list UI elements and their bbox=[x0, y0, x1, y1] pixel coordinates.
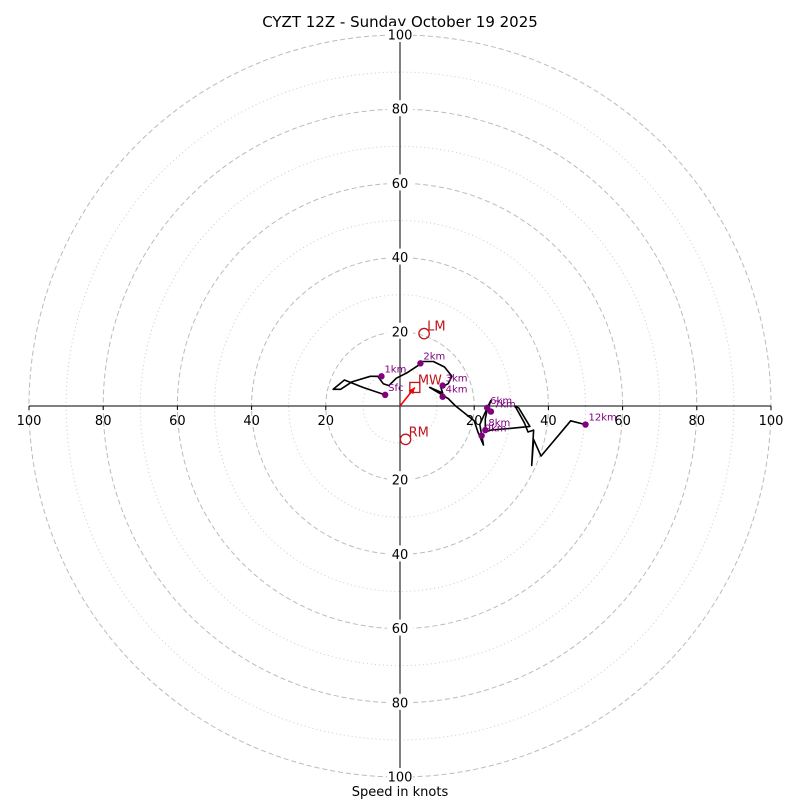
height-point-label: 4km bbox=[446, 385, 468, 396]
chart-title: CYZT 12Z - Sunday October 19 2025 bbox=[262, 13, 538, 31]
y-tick-label-bg bbox=[387, 471, 413, 488]
y-tick-label-bg bbox=[387, 619, 413, 636]
height-point-2km bbox=[417, 360, 424, 367]
y-tick-label: 60 bbox=[392, 177, 409, 192]
height-point-label: 3km bbox=[446, 374, 468, 385]
height-point-label: 8km bbox=[488, 418, 510, 429]
lm-label: LM bbox=[427, 320, 445, 335]
x-tick-label: 20 bbox=[318, 414, 335, 429]
height-point-label: 12km bbox=[589, 413, 617, 424]
y-tick-label: 60 bbox=[392, 622, 409, 637]
x-tick-label: 40 bbox=[243, 414, 260, 429]
height-point-label: 9km bbox=[485, 424, 507, 435]
height-point-8km bbox=[482, 426, 489, 434]
y-tick-label-bg bbox=[387, 693, 413, 710]
hodograph-trace bbox=[332, 360, 586, 467]
mw-marker bbox=[409, 381, 421, 394]
y-tick-label-bg bbox=[387, 768, 413, 784]
y-tick-label-bg bbox=[387, 100, 413, 117]
y-tick-label-bg bbox=[387, 174, 413, 191]
rm-label: RM bbox=[409, 425, 429, 440]
height-point-label: 1km bbox=[384, 364, 406, 375]
y-tick-label: 100 bbox=[388, 29, 413, 44]
x-tick-label: 40 bbox=[540, 414, 557, 429]
height-point-label: 6km bbox=[490, 396, 512, 407]
y-tick-label-bg bbox=[387, 248, 413, 265]
height-point-3km bbox=[439, 382, 446, 389]
mw-label: MW bbox=[418, 373, 442, 388]
height-point-12km bbox=[582, 421, 589, 428]
y-tick-label: 100 bbox=[388, 771, 413, 786]
x-tick-label: 60 bbox=[169, 414, 186, 429]
y-tick-label: 80 bbox=[392, 103, 409, 118]
height-point-9km bbox=[478, 432, 485, 439]
height-point-label: Sfc bbox=[388, 383, 403, 394]
y-tick-label: 80 bbox=[392, 696, 409, 711]
tick-labels: 100 80 60 40 20 20 40 60 80 100100806040202040608… bbox=[17, 26, 784, 786]
y-tick-label: 20 bbox=[392, 325, 409, 340]
height-point-label: 7km bbox=[494, 400, 516, 411]
height-point-7km bbox=[487, 408, 495, 415]
height-point-1km bbox=[378, 373, 385, 380]
height-point-4km bbox=[439, 393, 446, 400]
y-tick-label-bg bbox=[387, 545, 413, 562]
x-tick-label: 60 bbox=[614, 414, 631, 429]
rm-marker bbox=[399, 433, 412, 446]
x-tick-label: 80 bbox=[689, 414, 706, 429]
storm-motion-markers: LM MW RM bbox=[399, 320, 446, 446]
x-axis-label: Speed in knots bbox=[352, 785, 449, 800]
x-tick-label: 100 bbox=[17, 414, 42, 429]
height-point-label: 2km bbox=[423, 351, 445, 362]
x-tick-label: 100 bbox=[759, 414, 784, 429]
y-tick-label-bg bbox=[387, 26, 413, 42]
y-tick-label-bg bbox=[387, 322, 413, 339]
y-tick-label: 40 bbox=[392, 548, 409, 563]
x-tick-label: 80 bbox=[95, 414, 112, 429]
y-tick-label: 20 bbox=[392, 474, 409, 489]
lm-marker bbox=[418, 327, 430, 340]
y-tick-label: 40 bbox=[392, 251, 409, 266]
height-point-sfc bbox=[381, 391, 389, 399]
